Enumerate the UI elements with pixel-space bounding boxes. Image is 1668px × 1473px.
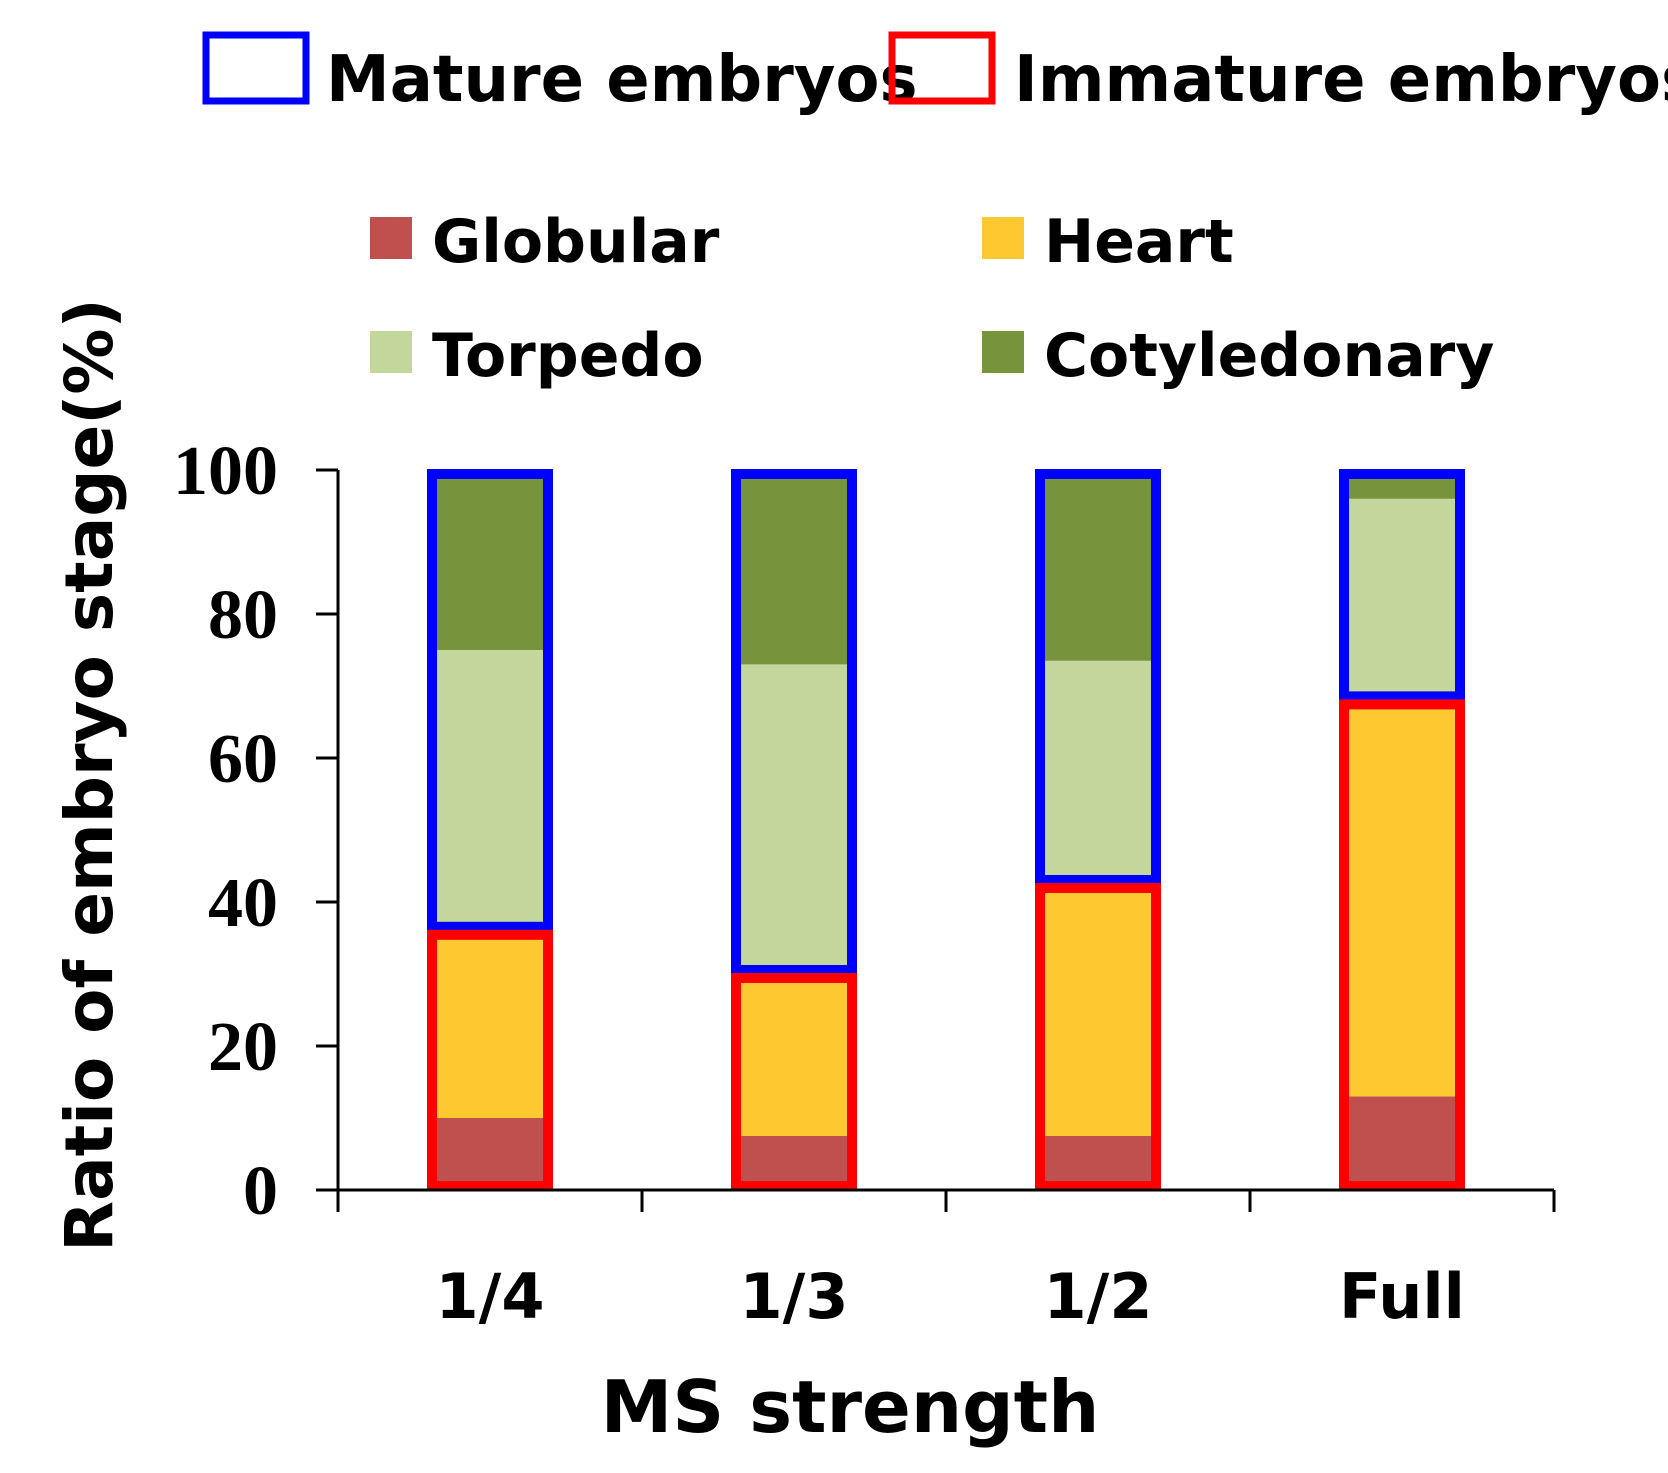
y-axis-title: Ratio of embryo stage(%): [51, 298, 128, 1251]
legend-swatch-torpedo: [370, 331, 412, 373]
bar-heart-2: [732, 974, 856, 1136]
group-legend: Mature embryos Immature embryos: [202, 31, 1668, 117]
bar-cotyledonary-2: [732, 470, 856, 665]
legend-label-globular: Globular: [432, 207, 720, 277]
outline-mature-embryos-4: [1339, 469, 1465, 702]
axes: [316, 468, 1556, 1212]
legend-label-torpedo: Torpedo: [432, 321, 704, 391]
bar-torpedo-3: [1036, 660, 1160, 884]
y-tick-label: 40: [208, 865, 278, 942]
group-outline-layer: [427, 469, 1465, 1192]
bars-layer: [428, 470, 1464, 1190]
x-tick-label: 1/4: [436, 1260, 545, 1333]
legend-label-cotyledonary: Cotyledonary: [1044, 321, 1494, 391]
x-tick-label: 1/3: [740, 1260, 849, 1333]
legend-swatch-cotyledonary: [982, 331, 1024, 373]
bar-heart-1: [428, 930, 552, 1118]
legend-label-immature: Immature embryos: [1014, 43, 1668, 117]
y-tick-label: 100: [173, 433, 278, 510]
y-tick-label: 60: [208, 721, 278, 798]
bar-globular-1: [428, 1118, 552, 1190]
y-tick-label: 80: [208, 577, 278, 654]
x-tick-label: 1/2: [1044, 1260, 1153, 1333]
legend-swatch-immature: [888, 31, 996, 105]
outline-mature-embryos-2: [731, 469, 857, 975]
bar-torpedo-1: [428, 650, 552, 931]
outline-mature-embryos-3: [1035, 469, 1161, 885]
x-axis-title: MS strength: [601, 1365, 1100, 1449]
bar-heart-3: [1036, 884, 1160, 1136]
bar-heart-4: [1340, 700, 1464, 1097]
outline-immature-embryos-4: [1339, 699, 1465, 1192]
bar-cotyledonary-1: [428, 470, 552, 650]
bar-torpedo-4: [1340, 498, 1464, 701]
bar-torpedo-2: [732, 664, 856, 974]
y-tick-label: 0: [243, 1153, 278, 1230]
outline-immature-embryos-3: [1035, 883, 1161, 1191]
legend-label-heart: Heart: [1044, 207, 1234, 277]
series-legend: Globular Heart Torpedo Cotyledonary: [370, 207, 1494, 391]
bar-globular-4: [1340, 1096, 1464, 1190]
legend-swatch-mature: [202, 31, 310, 105]
bar-cotyledonary-3: [1036, 470, 1160, 661]
legend-swatch-globular: [370, 217, 412, 259]
outline-mature-embryos-1: [427, 469, 553, 932]
outline-immature-embryos-1: [427, 929, 553, 1191]
outline-immature-embryos-2: [731, 973, 857, 1191]
legend-label-mature: Mature embryos: [326, 43, 918, 117]
x-tick-label: Full: [1339, 1260, 1465, 1333]
y-tick-label: 20: [208, 1009, 278, 1086]
tick-labels: 1/4 1/3 1/2 Full 0 20 40 60 80 100: [173, 433, 1465, 1333]
legend-swatch-heart: [982, 217, 1024, 259]
